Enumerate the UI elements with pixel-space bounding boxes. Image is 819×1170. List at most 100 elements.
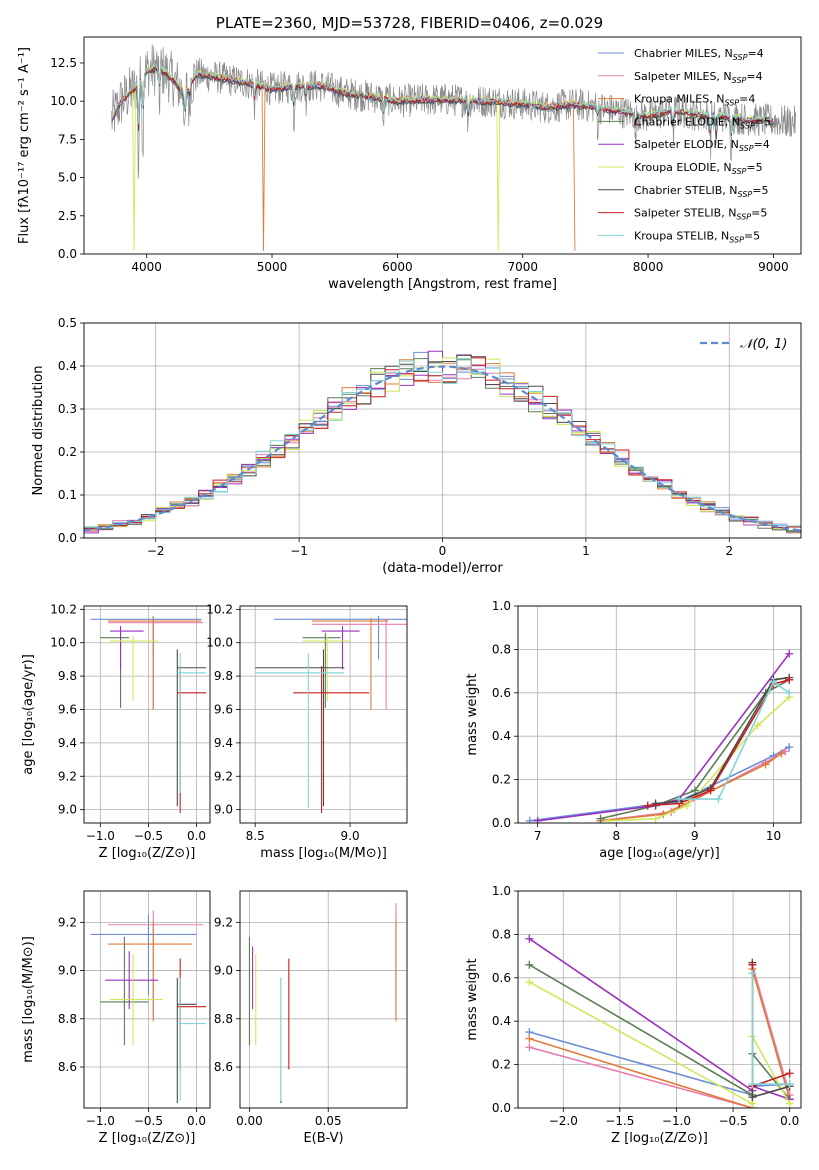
weight-line-salpeter-elodie xyxy=(537,653,790,822)
x-axis-label: Z [log₁₀(Z/Z⊙)] xyxy=(99,1131,196,1146)
x-tick-label: 0.0 xyxy=(187,1114,206,1128)
spectrum-panel xyxy=(80,36,802,258)
weight-line-salpeter-miles xyxy=(600,750,786,822)
y-axis-label: Flux [fλ10⁻¹⁷ erg cm⁻² s⁻¹ A⁻¹] xyxy=(17,47,32,244)
point-marker xyxy=(690,786,699,795)
y-tick-label: 1.0 xyxy=(492,599,511,613)
y-tick-label: 10.0 xyxy=(206,636,233,650)
x-tick-label: 1 xyxy=(582,544,590,558)
y-tick-label: 0.2 xyxy=(492,773,511,787)
age-vs-mass-panel xyxy=(236,605,408,827)
weight-line-kroupa-miles xyxy=(600,752,782,822)
y-tick-label: 9.8 xyxy=(58,669,77,683)
x-axis-label: Z [log₁₀(Z/Z⊙)] xyxy=(611,1131,708,1146)
x-tick-label: 9000 xyxy=(758,260,789,274)
x-tick-label: −0.5 xyxy=(134,1114,163,1128)
x-tick-label: 5000 xyxy=(257,260,288,274)
histogram-kroupa-elodie xyxy=(84,354,801,533)
y-tick-label: 0.5 xyxy=(58,316,77,330)
y-tick-label: 0.0 xyxy=(492,816,511,830)
errorbar-kroupa-miles xyxy=(108,617,202,710)
axes-frame xyxy=(83,36,802,255)
x-tick-label: 10 xyxy=(766,829,781,843)
y-tick-label: 0.8 xyxy=(492,927,511,941)
plot-area xyxy=(248,903,397,1104)
x-tick-label: 8000 xyxy=(633,260,664,274)
legend-entry: Salpeter ELODIE, NSSP=4 xyxy=(634,138,770,153)
point-marker xyxy=(785,688,794,697)
x-tick-label: 7 xyxy=(534,829,542,843)
errorbar-salpeter-elodie xyxy=(109,626,144,670)
x-axis-label: Z [log₁₀(Z/Z⊙)] xyxy=(99,846,196,861)
y-tick-label: 10.0 xyxy=(50,94,77,108)
y-tick-label: 0.0 xyxy=(492,1101,511,1115)
weight-line-kroupa-miles xyxy=(529,968,791,1108)
x-tick-label: 9 xyxy=(691,829,699,843)
axes-frame xyxy=(517,605,802,824)
x-axis-label: wavelength [Angstrom, rest frame] xyxy=(328,277,557,292)
weight-line-kroupa-stelib xyxy=(679,680,790,800)
y-tick-label: 9.2 xyxy=(214,915,233,929)
point-marker xyxy=(525,1034,534,1043)
y-tick-label: 8.6 xyxy=(214,1060,233,1074)
legend-entry: Kroupa ELODIE, NSSP=5 xyxy=(634,161,763,176)
point-marker xyxy=(769,677,778,686)
y-tick-label: 9.0 xyxy=(58,964,77,978)
axes-frame xyxy=(83,605,211,824)
errorbar-kroupa-stelib xyxy=(255,652,345,808)
y-axis-label: Normed distribution xyxy=(31,366,46,496)
y-tick-label: 0.6 xyxy=(492,686,511,700)
x-tick-label: 2 xyxy=(725,544,733,558)
point-marker xyxy=(777,749,786,758)
y-axis-label: mass [log₁₀(M/M⊙)] xyxy=(21,936,36,1063)
axes-frame xyxy=(83,322,802,539)
mass-vs-EBV-panel xyxy=(236,890,408,1112)
point-marker xyxy=(785,675,794,684)
model-line-salpeter-stelib xyxy=(111,65,774,133)
point-marker xyxy=(651,799,660,808)
x-tick-label: 7000 xyxy=(507,260,538,274)
weight-line-kroupa-elodie xyxy=(608,696,790,822)
y-tick-label: 0.1 xyxy=(58,488,77,502)
y-tick-label: 9.0 xyxy=(214,803,233,817)
y-tick-label: 9.6 xyxy=(58,702,77,716)
y-axis-label: age [log₁₀(age/yr)] xyxy=(21,654,36,775)
x-tick-label: 0 xyxy=(439,544,447,558)
y-tick-label: 8.8 xyxy=(214,1012,233,1026)
point-marker xyxy=(748,1080,757,1089)
point-marker xyxy=(525,1043,534,1052)
point-marker xyxy=(748,960,757,969)
legend-entry: Kroupa MILES, NSSP=4 xyxy=(634,93,755,108)
plot-area xyxy=(111,44,797,251)
y-tick-label: 10.2 xyxy=(50,602,77,616)
x-tick-label: −2.0 xyxy=(549,1114,578,1128)
y-tick-label: 0.2 xyxy=(492,1058,511,1072)
x-tick-label: −1.5 xyxy=(605,1114,634,1128)
errorbar-salpeter-stelib xyxy=(293,666,370,813)
data-spectrum-line xyxy=(111,44,797,179)
plot-area xyxy=(84,350,801,534)
point-marker xyxy=(525,934,534,943)
errorbar-salpeter-elodie xyxy=(321,626,360,670)
x-tick-label: 0.05 xyxy=(315,1114,342,1128)
x-tick-label: 9.0 xyxy=(341,829,360,843)
point-marker xyxy=(651,814,660,823)
errorbar-salpeter-miles xyxy=(312,619,407,710)
legend-entry: Salpeter MILES, NSSP=4 xyxy=(634,70,763,85)
plot-area xyxy=(255,616,407,813)
y-tick-label: 9.2 xyxy=(214,769,233,783)
legend-entry: Kroupa STELIB, NSSP=5 xyxy=(634,229,760,244)
y-tick-label: 9.4 xyxy=(214,736,233,750)
y-tick-label: 2.5 xyxy=(58,209,77,223)
y-tick-label: 0.8 xyxy=(492,642,511,656)
point-marker xyxy=(675,795,684,804)
spectrum-legend: Chabrier MILES, NSSP=4 Salpeter MILES, NS… xyxy=(598,47,771,244)
x-tick-label: −1 xyxy=(290,544,308,558)
y-tick-label: 0.4 xyxy=(492,729,511,743)
errorbar-kroupa-stelib xyxy=(177,652,207,793)
point-marker xyxy=(604,816,613,823)
point-marker xyxy=(748,1093,757,1102)
x-tick-label: −1.0 xyxy=(86,1114,115,1128)
errorbar-chabrier-miles xyxy=(90,616,202,657)
y-tick-label: 0.4 xyxy=(58,359,77,373)
